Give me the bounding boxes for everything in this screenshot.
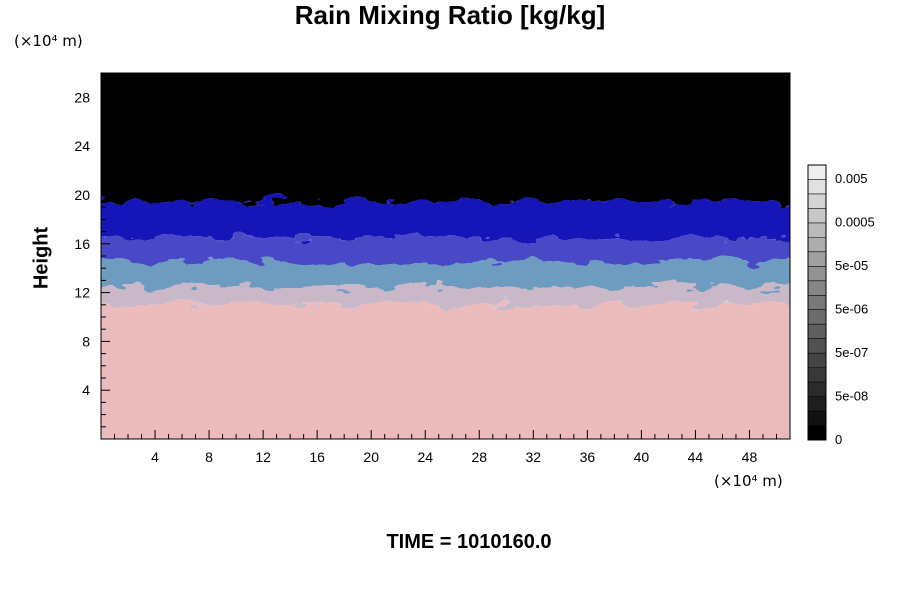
colorbar-label: 0 — [835, 432, 842, 447]
x-tick-label: 28 — [471, 449, 487, 465]
colorbar-segment — [808, 280, 826, 296]
chart-title: Rain Mixing Ratio [kg/kg] — [294, 0, 606, 30]
colorbar-segment — [808, 309, 826, 325]
field-band — [101, 262, 790, 287]
colorbar-segment — [808, 295, 826, 311]
x-tick-label: 12 — [255, 449, 271, 465]
x-tick-label: 32 — [526, 449, 542, 465]
x-tick-label: 44 — [688, 449, 704, 465]
colorbar-segment — [808, 353, 826, 368]
x-tick-label: 4 — [151, 449, 159, 465]
colorbar-segment — [808, 179, 826, 195]
colorbar-label: 0.005 — [835, 171, 868, 186]
colorbar-segment — [808, 425, 826, 441]
field-band — [101, 201, 790, 238]
field-band — [101, 237, 790, 263]
field-band — [101, 286, 790, 305]
colorbar-segment — [808, 208, 826, 224]
field-bands — [101, 73, 790, 439]
field-band — [101, 304, 790, 439]
colorbar-segment — [808, 382, 826, 397]
heatmap-field — [101, 73, 790, 439]
colorbar-segment — [808, 193, 826, 209]
x-tick-label: 8 — [205, 449, 213, 465]
field-band — [101, 73, 790, 202]
x-tick-label: 48 — [742, 449, 758, 465]
colorbar-label: 0.0005 — [835, 215, 875, 230]
y-tick-label: 20 — [74, 187, 90, 203]
colorbar-segment — [808, 396, 826, 412]
colorbar-segment — [808, 222, 826, 238]
colorbar-segment — [808, 237, 826, 253]
y-axis-unit: (×10⁴ m) — [14, 32, 83, 50]
x-tick-label: 40 — [634, 449, 650, 465]
colorbar-segment — [808, 411, 826, 426]
colorbar-segment — [808, 266, 826, 282]
colorbar-label: 5e-05 — [835, 258, 868, 273]
x-tick-label: 24 — [417, 449, 433, 465]
time-label: TIME = 1010160.0 — [386, 531, 552, 553]
y-tick-label: 12 — [74, 285, 90, 301]
colorbar-segment — [808, 251, 826, 267]
colorbar-label: 5e-07 — [835, 345, 868, 360]
colorbar-label: 5e-06 — [835, 302, 868, 317]
x-tick-label: 16 — [309, 449, 325, 465]
x-axis: 4 8 12 16 20 24 28 32 36 40 44 48 — [114, 430, 777, 465]
colorbar-segment — [808, 338, 826, 354]
colorbar-label: 5e-08 — [835, 389, 868, 404]
x-axis-unit: (×10⁴ m) — [714, 472, 783, 490]
y-tick-label: 8 — [82, 333, 90, 349]
y-tick-label: 28 — [74, 89, 90, 105]
y-tick-label: 24 — [74, 138, 90, 154]
x-tick-label: 36 — [580, 449, 596, 465]
y-axis: 4 8 12 16 20 24 28 — [74, 84, 110, 428]
y-tick-label: 16 — [74, 236, 90, 252]
y-tick-label: 4 — [82, 382, 90, 398]
colorbar-segment — [808, 165, 826, 180]
colorbar-segment — [808, 324, 826, 339]
x-tick-label: 20 — [363, 449, 379, 465]
colorbar-frame — [807, 164, 827, 441]
colorbar-segment — [808, 367, 826, 383]
colorbar: 0.005 0.0005 5e-05 5e-06 5e-07 5e-08 0 — [807, 164, 875, 447]
